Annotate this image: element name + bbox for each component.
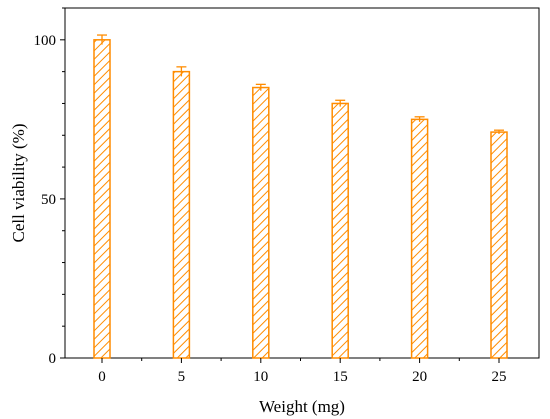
error-bars-group xyxy=(97,34,504,134)
plot-frame xyxy=(64,7,540,359)
bar-25 xyxy=(490,131,508,359)
error-bar-5 xyxy=(176,66,187,77)
y-tick-label-100: 100 xyxy=(34,33,57,49)
x-tick-label-20: 20 xyxy=(412,369,427,385)
x-axis: 0 5 10 15 20 25 xyxy=(98,358,507,385)
y-tick-label-0: 0 xyxy=(49,351,57,367)
bar-20 xyxy=(410,118,429,359)
bar-0 xyxy=(93,39,111,359)
error-bar-25 xyxy=(494,129,504,134)
y-axis: 0 50 100 xyxy=(34,7,65,367)
x-tick-label-25: 25 xyxy=(492,369,507,385)
x-tick-label-0: 0 xyxy=(98,369,106,385)
x-tick-label-5: 5 xyxy=(178,369,186,385)
bar-10 xyxy=(252,86,270,359)
x-tick-label-10: 10 xyxy=(253,369,268,385)
error-bar-15 xyxy=(335,99,346,107)
error-bar-10 xyxy=(255,83,266,91)
x-axis-title: Weight (mg) xyxy=(259,397,345,416)
y-axis-title: Cell viability (%) xyxy=(9,124,28,243)
bar-15 xyxy=(331,102,349,359)
y-tick-label-50: 50 xyxy=(41,192,56,208)
bar-5 xyxy=(172,70,191,359)
bars-group xyxy=(93,39,508,359)
error-bar-0 xyxy=(97,34,107,45)
x-tick-label-15: 15 xyxy=(333,369,348,385)
error-bar-20 xyxy=(414,116,425,122)
